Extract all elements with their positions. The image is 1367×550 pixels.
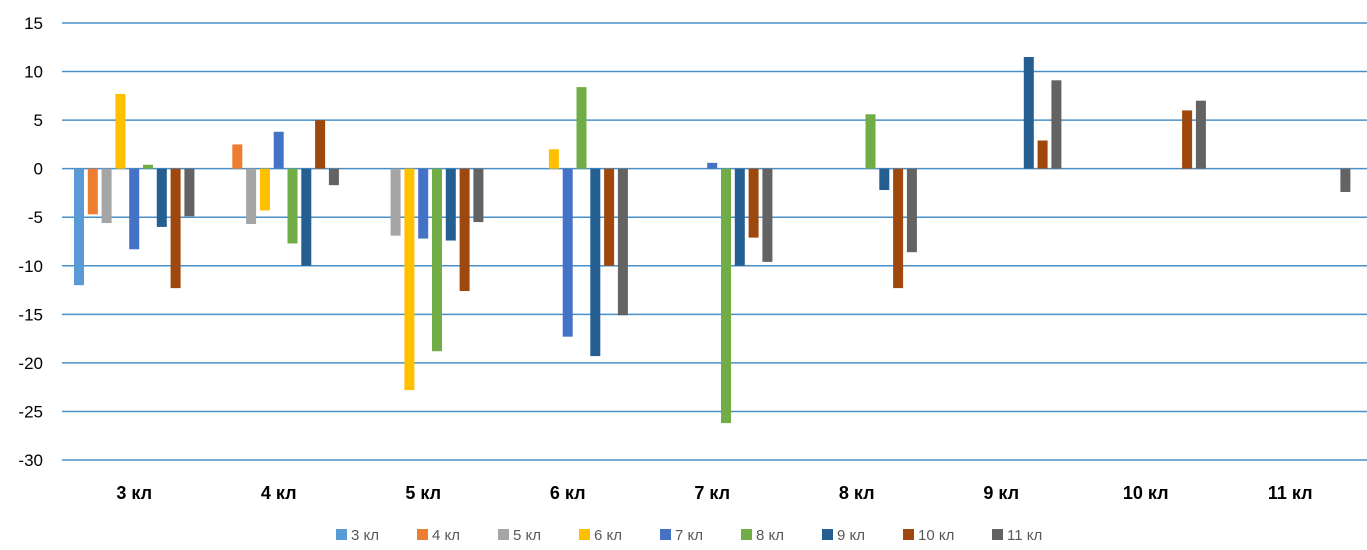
legend-item: 7 кл <box>660 527 703 544</box>
legend-item: 8 кл <box>741 527 784 544</box>
legend-swatch <box>336 529 347 540</box>
x-tick-label: 4 кл <box>261 483 297 503</box>
legend-swatch <box>417 529 428 540</box>
legend-label: 3 кл <box>351 527 379 544</box>
y-tick-label: -25 <box>18 402 43 421</box>
legend-item: 4 кл <box>417 527 460 544</box>
bar <box>893 168 904 289</box>
y-tick-label: -30 <box>18 451 43 470</box>
legend-swatch <box>660 529 671 540</box>
y-axis-ticks: 15 10 5 0 -5 -10 -15 -20 -25 -30 <box>18 14 43 470</box>
legend-swatch <box>741 529 752 540</box>
legend-label: 9 кл <box>837 527 865 544</box>
bar <box>101 168 112 224</box>
bar <box>1195 100 1206 169</box>
legend-label: 8 кл <box>756 527 784 544</box>
bar <box>170 168 181 289</box>
legend-item: 6 кл <box>579 527 622 544</box>
x-tick-label: 6 кл <box>550 483 586 503</box>
bar <box>259 168 270 211</box>
legend-label: 5 кл <box>513 527 541 544</box>
bar <box>865 114 876 169</box>
bar <box>1182 110 1193 169</box>
bar <box>418 168 429 239</box>
bar <box>404 168 415 391</box>
legend-item: 5 кл <box>498 527 541 544</box>
bar <box>273 131 284 169</box>
x-tick-label: 5 кл <box>405 483 441 503</box>
bar <box>459 168 470 292</box>
bars <box>74 56 1351 424</box>
x-tick-label: 11 кл <box>1268 483 1313 503</box>
bar <box>184 168 195 217</box>
y-tick-label: -10 <box>18 257 43 276</box>
x-tick-label: 3 кл <box>116 483 152 503</box>
y-tick-label: -20 <box>18 354 43 373</box>
bar <box>143 164 153 169</box>
x-tick-label: 10 кл <box>1123 483 1169 503</box>
bar <box>576 87 587 169</box>
y-tick-label: 5 <box>34 111 43 130</box>
bar <box>1340 168 1351 192</box>
gridlines <box>62 22 1367 461</box>
bar <box>74 168 84 286</box>
legend-swatch <box>579 529 590 540</box>
bar <box>617 168 628 316</box>
y-tick-label: 15 <box>24 14 43 33</box>
bar <box>762 168 773 262</box>
bar <box>604 168 615 266</box>
legend-label: 7 кл <box>675 527 703 544</box>
bar <box>115 93 126 169</box>
bar <box>246 168 257 225</box>
y-tick-label: 10 <box>24 63 43 82</box>
bar <box>590 168 601 357</box>
y-tick-label: -15 <box>18 305 43 324</box>
bar <box>129 168 140 250</box>
legend-label: 4 кл <box>432 527 460 544</box>
legend-item: 10 кл <box>903 527 954 544</box>
legend-item: 9 кл <box>822 527 865 544</box>
bar <box>445 168 456 241</box>
bar <box>301 168 312 266</box>
legend-swatch <box>903 529 914 540</box>
legend-swatch <box>992 529 1003 540</box>
bar <box>707 162 718 169</box>
bar <box>328 168 339 186</box>
bar <box>548 149 559 169</box>
bar <box>906 168 917 253</box>
bar <box>748 168 759 238</box>
x-axis-ticks: 3 кл 4 кл 5 кл 6 кл 7 кл 8 кл 9 кл 10 кл 11 кл <box>116 483 1312 503</box>
bar <box>156 168 167 227</box>
bar <box>315 120 326 169</box>
bar <box>432 168 442 352</box>
bar <box>1051 80 1062 169</box>
legend-swatch <box>498 529 509 540</box>
bar <box>287 168 298 244</box>
legend-label: 11 кл <box>1007 527 1042 544</box>
legend-swatch <box>822 529 833 540</box>
x-tick-label: 9 кл <box>983 483 1019 503</box>
bar <box>879 168 890 191</box>
bar <box>721 168 731 424</box>
bar <box>232 144 243 169</box>
x-tick-label: 7 кл <box>694 483 730 503</box>
bar <box>1037 140 1048 169</box>
bar <box>734 168 745 266</box>
bar <box>1023 56 1034 169</box>
x-tick-label: 8 кл <box>839 483 875 503</box>
y-tick-label: 0 <box>34 160 43 179</box>
y-tick-label: -5 <box>28 208 43 227</box>
legend-item: 3 кл <box>336 527 379 544</box>
bar <box>390 168 401 236</box>
bar <box>87 168 98 215</box>
legend-label: 10 кл <box>918 527 954 544</box>
legend-item: 11 кл <box>992 527 1042 544</box>
bar <box>473 168 484 223</box>
legend-label: 6 кл <box>594 527 622 544</box>
bar <box>562 168 573 337</box>
legend: 3 кл 4 кл 5 кл 6 кл 7 кл 8 кл 9 кл 10 кл 11 кл <box>336 527 1042 544</box>
